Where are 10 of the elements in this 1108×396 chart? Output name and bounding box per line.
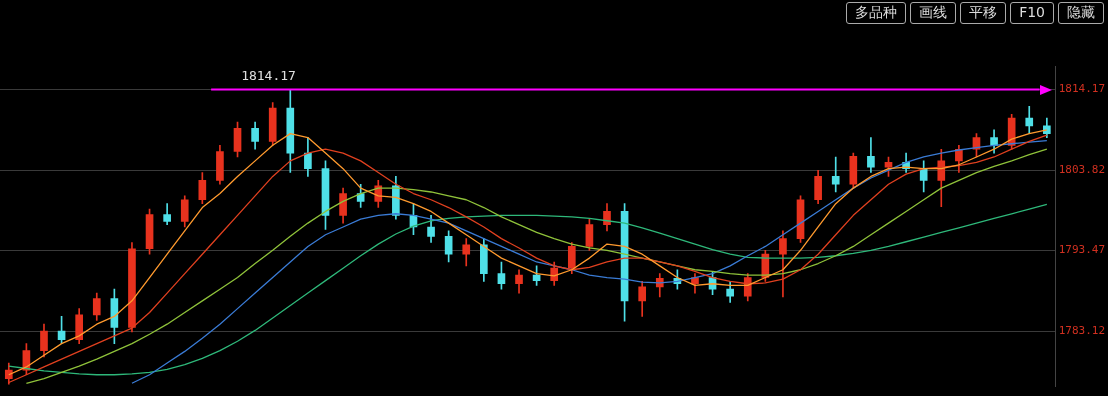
text: 隐藏 [1058, 2, 1104, 24]
text: 画线 [910, 2, 957, 24]
y-tick-label: 1803.82 [1058, 162, 1105, 176]
ref-line-label: 1814.17 [241, 68, 296, 84]
y-tick-label: 1783.12 [1058, 323, 1105, 337]
y-tick-label: 1793.47 [1058, 243, 1105, 257]
text: 平移 [960, 2, 1007, 24]
text: 多品种 [846, 2, 907, 24]
text: F10 [1010, 2, 1054, 24]
y-tick-label: 1814.17 [1058, 82, 1105, 96]
